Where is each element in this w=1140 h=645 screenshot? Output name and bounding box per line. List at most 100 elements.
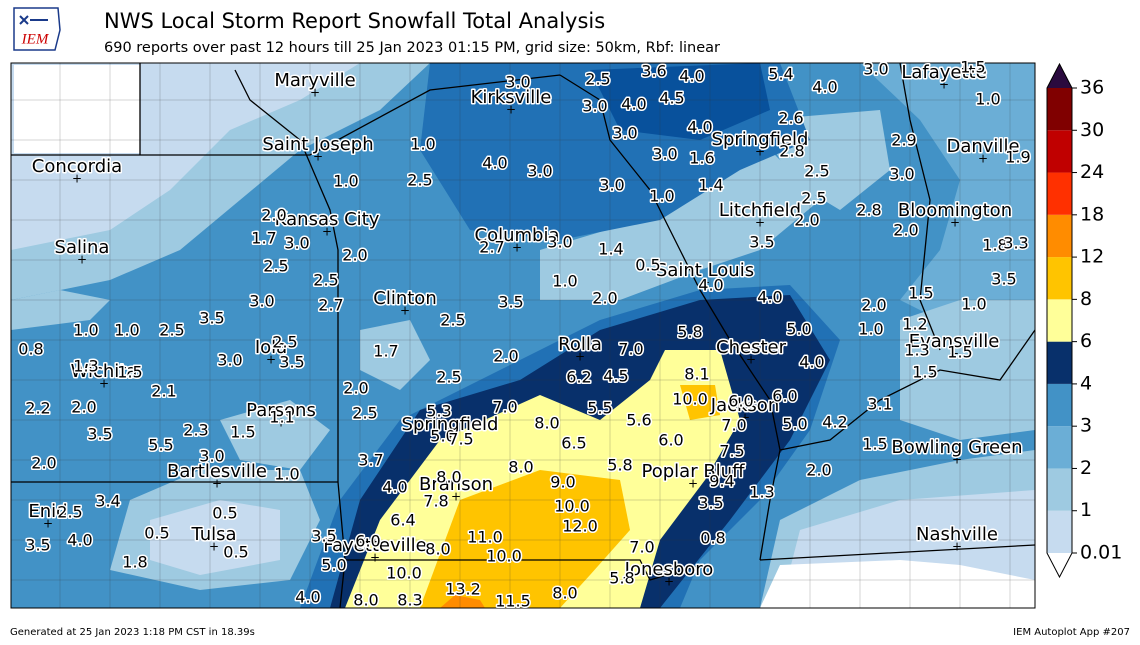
city-marker: + [400,304,410,318]
city-marker: + [451,490,461,504]
city-marker: + [266,353,276,367]
report-value: 4.0 [382,478,407,497]
report-value: 5.5 [587,399,612,418]
city-marker: + [664,575,674,589]
city-label: Columbia [475,225,560,246]
city-label: Maryville [274,70,355,91]
city-marker: + [370,551,380,565]
report-value: 1.5 [862,435,887,454]
city-marker: + [746,353,756,367]
report-value: 1.0 [975,90,1000,109]
report-value: 11.5 [495,592,531,611]
report-value: 2.5 [407,171,432,190]
city-label: Parsons [246,400,316,421]
report-value: 9.4 [709,472,734,491]
city-marker: + [950,216,960,230]
colorbar-tick-label: 1 [1080,499,1092,521]
report-value: 1.8 [122,553,147,572]
subtitle: 690 reports over past 12 hours till 25 J… [104,40,720,56]
report-value: 3.7 [358,451,383,470]
colorbar-segment [1047,426,1072,469]
report-value: 5.0 [430,427,455,446]
city-label: Enid [28,501,67,522]
report-value: 1.0 [114,321,139,340]
report-value: 4.0 [67,531,92,550]
report-value: 8.1 [684,365,709,384]
report-value: 1.1 [269,408,294,427]
title: NWS Local Storm Report Snowfall Total An… [104,9,605,33]
colorbar-segment [1047,214,1072,258]
report-value: 2.5 [804,162,829,181]
city-marker: + [512,241,522,255]
report-value: 10.0 [486,547,522,566]
report-value: 3.5 [87,425,112,444]
report-value: 2.5 [436,368,461,387]
city-marker: + [575,350,585,364]
report-value: 1.6 [689,149,714,168]
city-label: Litchfield [719,200,801,221]
report-value: 3.0 [527,162,552,181]
report-value: 1.0 [73,321,98,340]
report-value: 1.0 [649,187,674,206]
report-value: 0.5 [144,524,169,543]
city-marker: + [688,477,698,491]
city-label: Chester [716,337,787,358]
city-marker: + [740,411,750,425]
colorbar-segment [1047,468,1072,511]
city-label: Saint Louis [656,260,754,281]
report-value: 2.5 [440,311,465,330]
city-label: Kirksville [471,87,552,108]
report-value: 7.5 [719,442,744,461]
city-label: Nashville [916,524,998,545]
report-value: 5.0 [321,556,346,575]
city-marker: + [209,540,219,554]
logo-text: IEM [21,31,50,47]
report-value: 3.6 [641,62,666,81]
city-marker: + [313,150,323,164]
colorbar-tick-label: 4 [1080,372,1092,394]
report-value: 2.8 [856,201,881,220]
report-value: 1.0 [961,295,986,314]
report-value: 3.5 [991,270,1016,289]
report-value: 1.4 [598,240,623,259]
report-value: 8.0 [353,591,378,610]
report-value: 0.5 [635,256,660,275]
city-label: Danville [946,136,1019,157]
colorbar-tick-label: 8 [1080,288,1092,310]
report-value: 3.0 [547,233,572,252]
report-value: 10.0 [386,564,422,583]
report-value: 1.9 [1005,148,1030,167]
report-value: 5.0 [782,415,807,434]
report-value: 12.0 [562,517,598,536]
city-label: Tulsa [190,524,236,545]
report-value: 4.0 [687,118,712,137]
report-value: 2.0 [493,347,518,366]
city-marker: + [72,172,82,186]
report-value: 3.1 [867,395,892,414]
report-value: 1.7 [251,229,276,248]
report-value: 4.0 [799,353,824,372]
report-value: 5.3 [426,402,451,421]
report-value: 3.0 [284,234,309,253]
report-value: 2.7 [479,238,504,257]
report-value: 3.0 [249,292,274,311]
colorbar-segment [1047,257,1072,300]
report-value: 5.8 [607,456,632,475]
report-value: 0.8 [18,340,43,359]
colorbar-segment [1047,88,1072,131]
colorbar-over [1047,64,1072,88]
city-label: Concordia [32,156,122,177]
report-value: 1.5 [960,58,985,77]
report-value: 1.5 [908,284,933,303]
colorbar-tick-label: 24 [1080,161,1104,183]
report-value: 1.5 [947,343,972,362]
report-value: 2.5 [352,404,377,423]
city-label: Jonesboro [624,559,714,580]
report-value: 8.0 [436,468,461,487]
report-value: 3.0 [599,176,624,195]
report-value: 8.0 [508,458,533,477]
city-label: Jackson [710,395,779,416]
colorbar-tick-label: 30 [1080,119,1104,141]
report-value: 7.0 [492,398,517,417]
